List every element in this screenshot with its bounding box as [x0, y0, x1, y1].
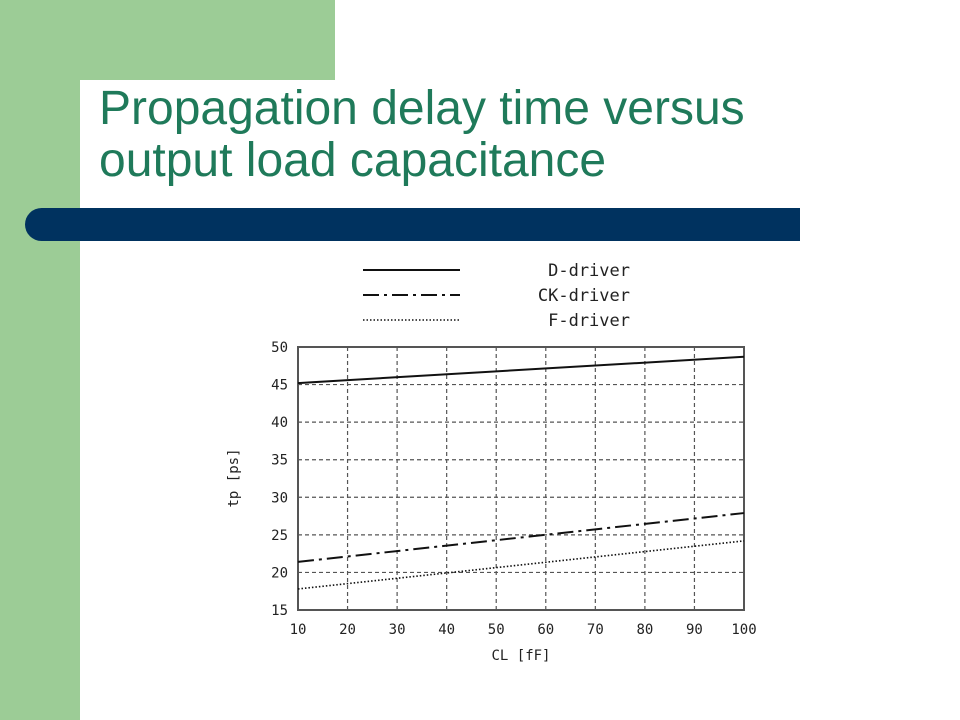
- y-tick-label: 35: [271, 453, 288, 469]
- x-tick-label: 60: [537, 622, 554, 638]
- x-tick-label: 10: [290, 622, 307, 638]
- x-tick-label: 50: [488, 622, 505, 638]
- chart-grid: [298, 347, 744, 610]
- x-axis-label: CL [fF]: [491, 648, 550, 664]
- y-axis-label: tp [ps]: [226, 448, 242, 507]
- x-tick-label: 70: [587, 622, 604, 638]
- title-underline-bar: [25, 208, 800, 241]
- title-area: [80, 80, 960, 210]
- slide-title-line-1: Propagation delay time versus: [99, 82, 745, 135]
- chart-series: [297, 355, 745, 590]
- x-tick-label: 20: [339, 622, 356, 638]
- legend-label: F-driver: [548, 311, 630, 331]
- x-tick-label: 30: [389, 622, 406, 638]
- series-line-f-driver: [297, 540, 745, 590]
- x-axis-ticks: 10 20 30 40 50 60 70 80 90 100: [290, 622, 757, 638]
- slide-title-line-2: output load capacitance: [99, 134, 607, 187]
- y-tick-label: 15: [271, 603, 288, 619]
- chart-legend: D-driver CK-driver F-driver: [363, 261, 630, 331]
- y-tick-label: 50: [271, 340, 288, 356]
- legend-label: D-driver: [548, 261, 630, 281]
- legend-label: CK-driver: [538, 286, 630, 306]
- y-tick-label: 30: [271, 490, 288, 506]
- series-line-ck-driver: [297, 512, 745, 563]
- x-tick-label: 40: [438, 622, 455, 638]
- plot-area-frame: [297, 346, 745, 611]
- line-chart: D-driver CK-driver F-driver 10 20 30 40 50 60 70…: [226, 261, 757, 664]
- y-tick-label: 25: [271, 528, 288, 544]
- y-tick-label: 40: [271, 415, 288, 431]
- series-line-d-driver: [297, 355, 745, 385]
- slide-title: Propagation delay time versus output loa…: [99, 83, 939, 187]
- x-tick-label: 90: [686, 622, 703, 638]
- x-tick-label: 100: [731, 622, 756, 638]
- y-axis-ticks: 15 20 25 30 35 40 45 50: [271, 340, 288, 619]
- y-tick-label: 20: [271, 565, 288, 581]
- x-tick-label: 80: [636, 622, 653, 638]
- green-sidebar: [0, 0, 80, 720]
- y-tick-label: 45: [271, 378, 288, 394]
